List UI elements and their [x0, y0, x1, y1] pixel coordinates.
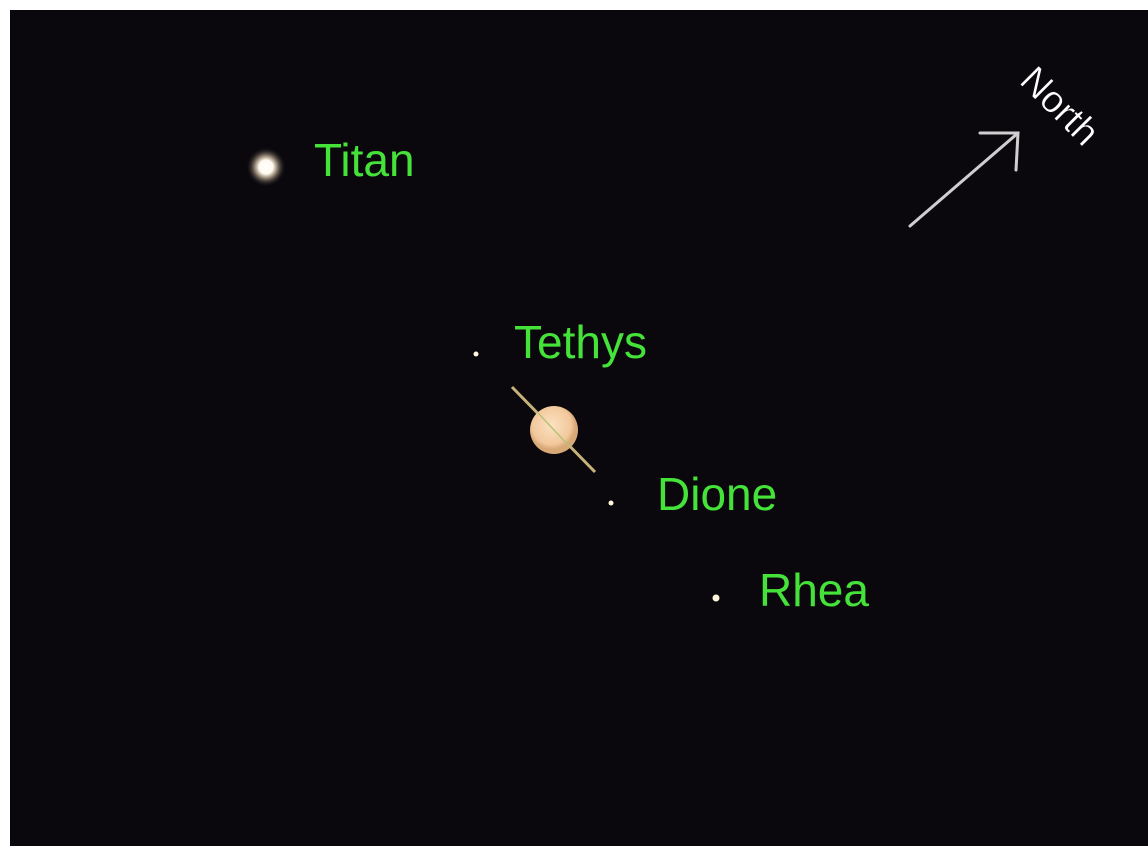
titan-dot	[246, 147, 286, 187]
moon-label: Titan	[314, 134, 415, 186]
background	[10, 10, 1148, 846]
moon-label: Tethys	[514, 316, 647, 368]
moon-label: Dione	[657, 468, 777, 520]
rhea-dot	[713, 595, 720, 602]
sky-view: Titan Tethys Dione Rhea North	[0, 0, 1148, 846]
page: Titan Tethys Dione Rhea North (() => { c…	[0, 0, 1148, 846]
dione-dot	[609, 501, 614, 506]
tethys-dot	[474, 352, 479, 357]
moon-label: Rhea	[759, 564, 869, 616]
